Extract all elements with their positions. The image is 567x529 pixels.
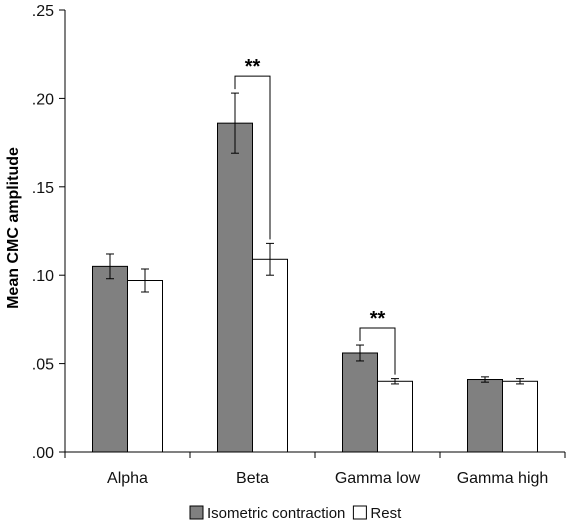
significance-annotations: ** ** [234,56,396,375]
y-axis-title: Mean CMC amplitude [5,147,22,309]
significance-bracket [359,327,396,375]
x-axis: Alpha Beta Gamma low Gamma high [64,451,566,487]
y-tick-label: .25 [32,3,54,20]
legend-swatch-rest [352,505,367,520]
significance-bracket [234,75,271,240]
legend-label-rest: Rest [370,505,402,522]
bar-isometric-contraction [342,352,378,453]
bar-isometric-contraction [467,379,503,453]
legend-swatch-isometric-contraction [189,505,204,520]
y-axis: .00 .05 .10 .15 .20 .25 [32,3,66,462]
significance-label: ** [245,56,261,78]
y-tick-label: .00 [32,445,54,462]
x-tick-label: Beta [236,470,269,487]
x-tick-label: Alpha [107,470,148,487]
legend-label-isometric-contraction: Isometric contraction [207,505,345,522]
legend: Isometric contraction Rest [189,505,402,522]
y-tick-label: .10 [32,268,54,285]
significance-label: ** [370,308,386,330]
bar-rest [502,380,538,453]
x-tick-label: Gamma low [335,470,421,487]
x-tick-label: Gamma high [457,470,549,487]
bar-rest [377,380,413,453]
bar-rest [252,258,288,453]
y-tick-label: .15 [32,180,54,197]
bars [92,92,538,453]
bar-rest [127,280,163,453]
y-tick-label: .05 [32,357,54,374]
bar-isometric-contraction [217,122,253,453]
bar-isometric-contraction [92,265,128,453]
y-tick-label: .20 [32,91,54,108]
